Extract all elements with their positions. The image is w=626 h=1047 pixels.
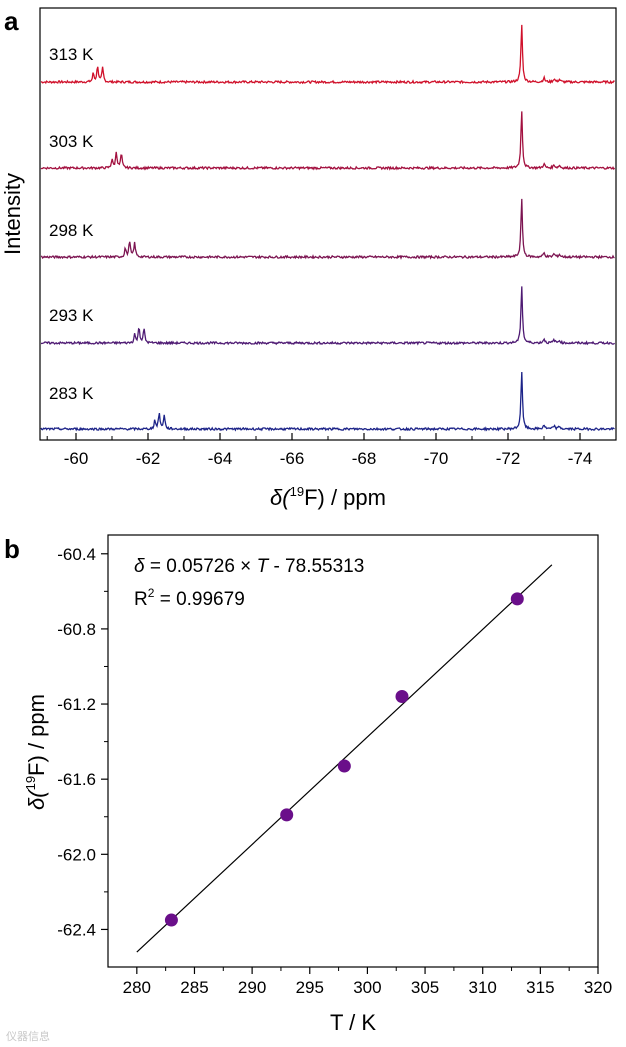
spectrum-trace [40, 286, 616, 346]
fit-equation-t: T [257, 556, 270, 577]
panel-a-x-tick-label: -64 [208, 449, 233, 468]
panel-b-y-ticks: -60.4 -60.8 -61.2 -61.6 -62.0 -62.4 [57, 545, 108, 939]
panel-a-frame [39, 7, 617, 441]
panel-b-x-tick-label: 320 [584, 978, 612, 997]
panel-b-y-axis-label-sup: 19 [23, 776, 38, 790]
panel-b-y-axis-label-suffix: F) / ppm [24, 694, 49, 776]
panel-a-x-tick-label: -62 [136, 449, 161, 468]
trace-label: 293 K [49, 306, 94, 325]
trace-label: 283 K [49, 384, 94, 403]
panel-b-y-tick-label: -62.4 [57, 920, 96, 939]
panel-b-label: b [4, 534, 20, 564]
panel-a-x-tick-label: -70 [424, 449, 449, 468]
panel-b-x-tick-label: 300 [353, 978, 381, 997]
panel-a-x-axis-label: δ(19F) / ppm [270, 484, 386, 510]
data-point [280, 808, 294, 822]
fit-r-squared-rest: = 0.99679 [154, 589, 244, 610]
panel-a-x-tick-label: -72 [496, 449, 521, 468]
panel-a-y-axis-label: Intensity [0, 173, 25, 255]
panel-a-label: a [4, 6, 19, 36]
panel-b-y-tick-label: -61.2 [57, 695, 96, 714]
panel-a-x-tick-label: -74 [568, 449, 593, 468]
panel-b-y-tick-label: -60.4 [57, 545, 96, 564]
data-point [164, 913, 178, 927]
panel-b-y-tick-label: -60.8 [57, 620, 96, 639]
data-point [337, 759, 351, 773]
panel-a-x-ticks: -60 -62 -64 -66 -68 -70 -72 -74 [46, 433, 593, 468]
panel-b-data-points [164, 592, 524, 927]
trace-label: 313 K [49, 45, 94, 64]
panel-a-x-axis-label-suffix: F) / ppm [304, 485, 386, 510]
panel-a-x-tick-label: -68 [352, 449, 377, 468]
trace-label: 303 K [49, 132, 94, 151]
panel-a-x-tick-label: -60 [64, 449, 89, 468]
spectrum-trace [40, 111, 616, 171]
panel-b-x-ticks: 280 285 290 295 300 305 310 315 320 [123, 967, 612, 997]
panel-b-x-axis-label: T / K [330, 1010, 376, 1035]
panel-b-x-tick-label: 295 [296, 978, 324, 997]
panel-b-x-tick-label: 315 [526, 978, 554, 997]
spectrum-trace [40, 198, 615, 260]
panel-a-x-tick-label: -66 [280, 449, 305, 468]
fit-equation-middle: = 0.05726 × [145, 556, 257, 577]
panel-a-x-axis-label-prefix: δ( [270, 485, 292, 510]
panel-b-x-tick-label: 285 [180, 978, 208, 997]
panel-b-x-tick-label: 290 [238, 978, 266, 997]
panel-b-y-tick-label: -62.0 [57, 845, 96, 864]
panel-b-x-tick-label: 310 [469, 978, 497, 997]
panel-b-x-tick-label: 280 [123, 978, 151, 997]
fit-r-squared-prefix: R [134, 589, 148, 610]
fit-line [136, 564, 553, 953]
spectrum-trace [40, 24, 615, 85]
panel-a-x-axis-label-sup: 19 [290, 484, 304, 499]
panel-b-y-tick-label: -61.6 [57, 770, 96, 789]
fit-equation: δ = 0.05726 × T - 78.55313 [134, 556, 364, 577]
fit-r-squared: R2 = 0.99679 [134, 586, 245, 610]
panel-b-frame [107, 534, 599, 968]
trace-label: 298 K [49, 221, 94, 240]
fit-equation-delta: δ [134, 556, 145, 577]
fit-equation-rest: - 78.55313 [268, 556, 364, 577]
panel-a-spectra [40, 24, 616, 432]
data-point [510, 592, 524, 606]
panel-b-y-axis-label: δ(19F) / ppm [23, 694, 49, 810]
panel-a-trace-labels: 313 K 303 K 298 K 293 K 283 K [49, 45, 94, 403]
panel-b-y-axis-label-prefix: δ( [24, 788, 49, 810]
data-point [395, 690, 409, 704]
panel-b-x-tick-label: 305 [411, 978, 439, 997]
spectrum-trace [40, 372, 615, 432]
fit-r-squared-sup: 2 [148, 586, 155, 600]
watermark: 仪器信息 [6, 1029, 50, 1043]
